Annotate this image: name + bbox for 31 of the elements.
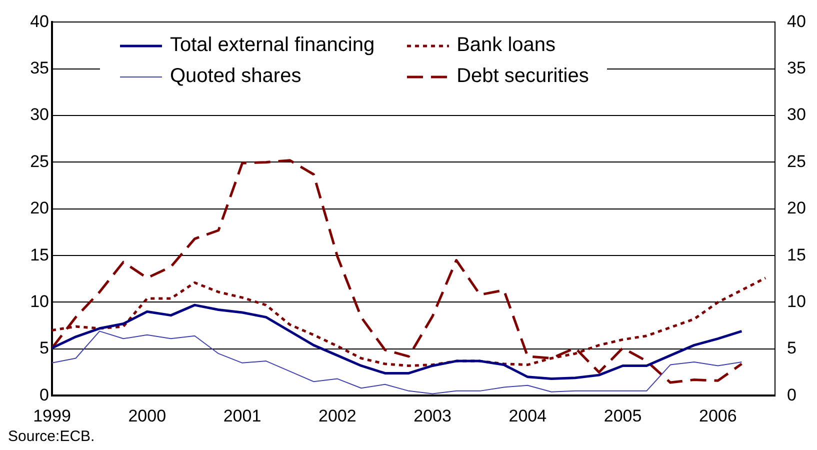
- x-tick-label: 2004: [508, 406, 547, 426]
- y2-tick-label: 40: [787, 12, 806, 31]
- y-tick-label: 5: [40, 338, 49, 358]
- y2-tick-label: 25: [787, 152, 806, 171]
- y2-tick-label: 10: [787, 292, 806, 311]
- legend-label: Bank loans: [456, 34, 556, 57]
- y-tick-label: 25: [30, 152, 49, 171]
- x-tick-label: 2003: [414, 406, 452, 426]
- legend-label: Total external financing: [170, 34, 375, 57]
- y-tick-label: 10: [30, 292, 49, 311]
- legend-label: Debt securities: [456, 65, 589, 88]
- x-tick-label: 2002: [318, 406, 356, 426]
- source-note: Source:ECB.: [8, 428, 95, 445]
- x-tick-label: 2005: [604, 406, 642, 426]
- y2-tick-label: 0: [787, 385, 796, 404]
- y2-tick-label: 20: [787, 198, 806, 218]
- y-tick-label: 30: [30, 105, 49, 124]
- y-tick-label: 15: [30, 245, 49, 264]
- x-tick-label: 2006: [699, 406, 737, 426]
- x-tick-label: 2001: [223, 406, 262, 426]
- x-tick-label: 2000: [128, 406, 166, 426]
- y2-tick-label: 5: [787, 338, 796, 358]
- y-tick-label: 0: [40, 385, 49, 404]
- y2-tick-label: 30: [787, 105, 806, 124]
- x-tick-label: 1999: [33, 406, 71, 426]
- y2-tick-label: 35: [787, 58, 806, 78]
- y2-tick-label: 15: [787, 245, 806, 264]
- legend-label: Quoted shares: [170, 65, 302, 88]
- y-tick-label: 35: [30, 58, 49, 78]
- y-tick-label: 20: [30, 198, 49, 218]
- y-tick-label: 40: [30, 12, 49, 31]
